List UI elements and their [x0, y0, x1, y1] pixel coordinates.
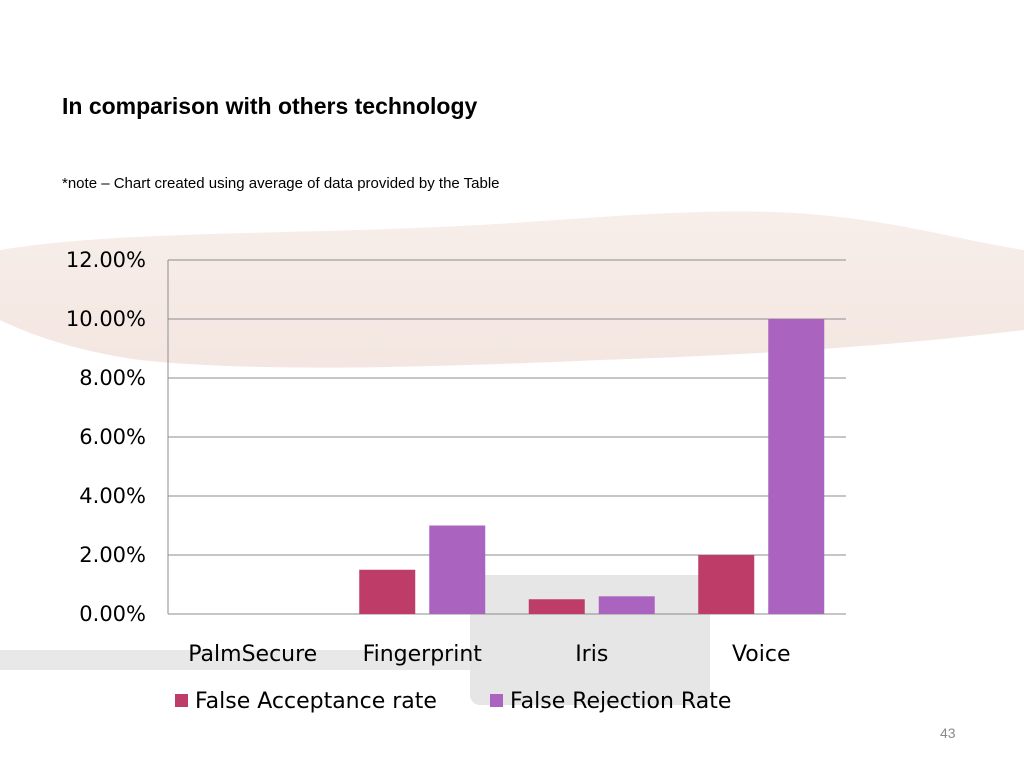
legend-swatch — [490, 694, 503, 707]
bar — [768, 319, 825, 614]
x-category-label: Voice — [732, 642, 791, 667]
legend-label: False Acceptance rate — [195, 689, 437, 714]
legend-label: False Rejection Rate — [510, 689, 731, 714]
y-tick-label: 8.00% — [79, 366, 146, 390]
page-number: 43 — [940, 725, 956, 741]
x-category-label: Iris — [575, 642, 608, 667]
x-category-label: PalmSecure — [188, 642, 317, 667]
y-tick-label: 10.00% — [66, 307, 146, 331]
bar — [429, 525, 486, 614]
slide-title: In comparison with others technology — [62, 93, 478, 119]
bar — [359, 569, 416, 614]
slide-note: *note – Chart created using average of d… — [62, 175, 500, 192]
bar — [598, 596, 655, 614]
y-tick-label: 6.00% — [79, 425, 146, 449]
y-tick-label: 2.00% — [79, 543, 146, 567]
bar — [528, 599, 585, 614]
y-tick-label: 0.00% — [79, 602, 146, 626]
bar — [698, 555, 755, 614]
x-category-label: Fingerprint — [363, 642, 483, 667]
y-tick-label: 12.00% — [66, 248, 146, 272]
y-tick-label: 4.00% — [79, 484, 146, 508]
legend-swatch — [175, 694, 188, 707]
